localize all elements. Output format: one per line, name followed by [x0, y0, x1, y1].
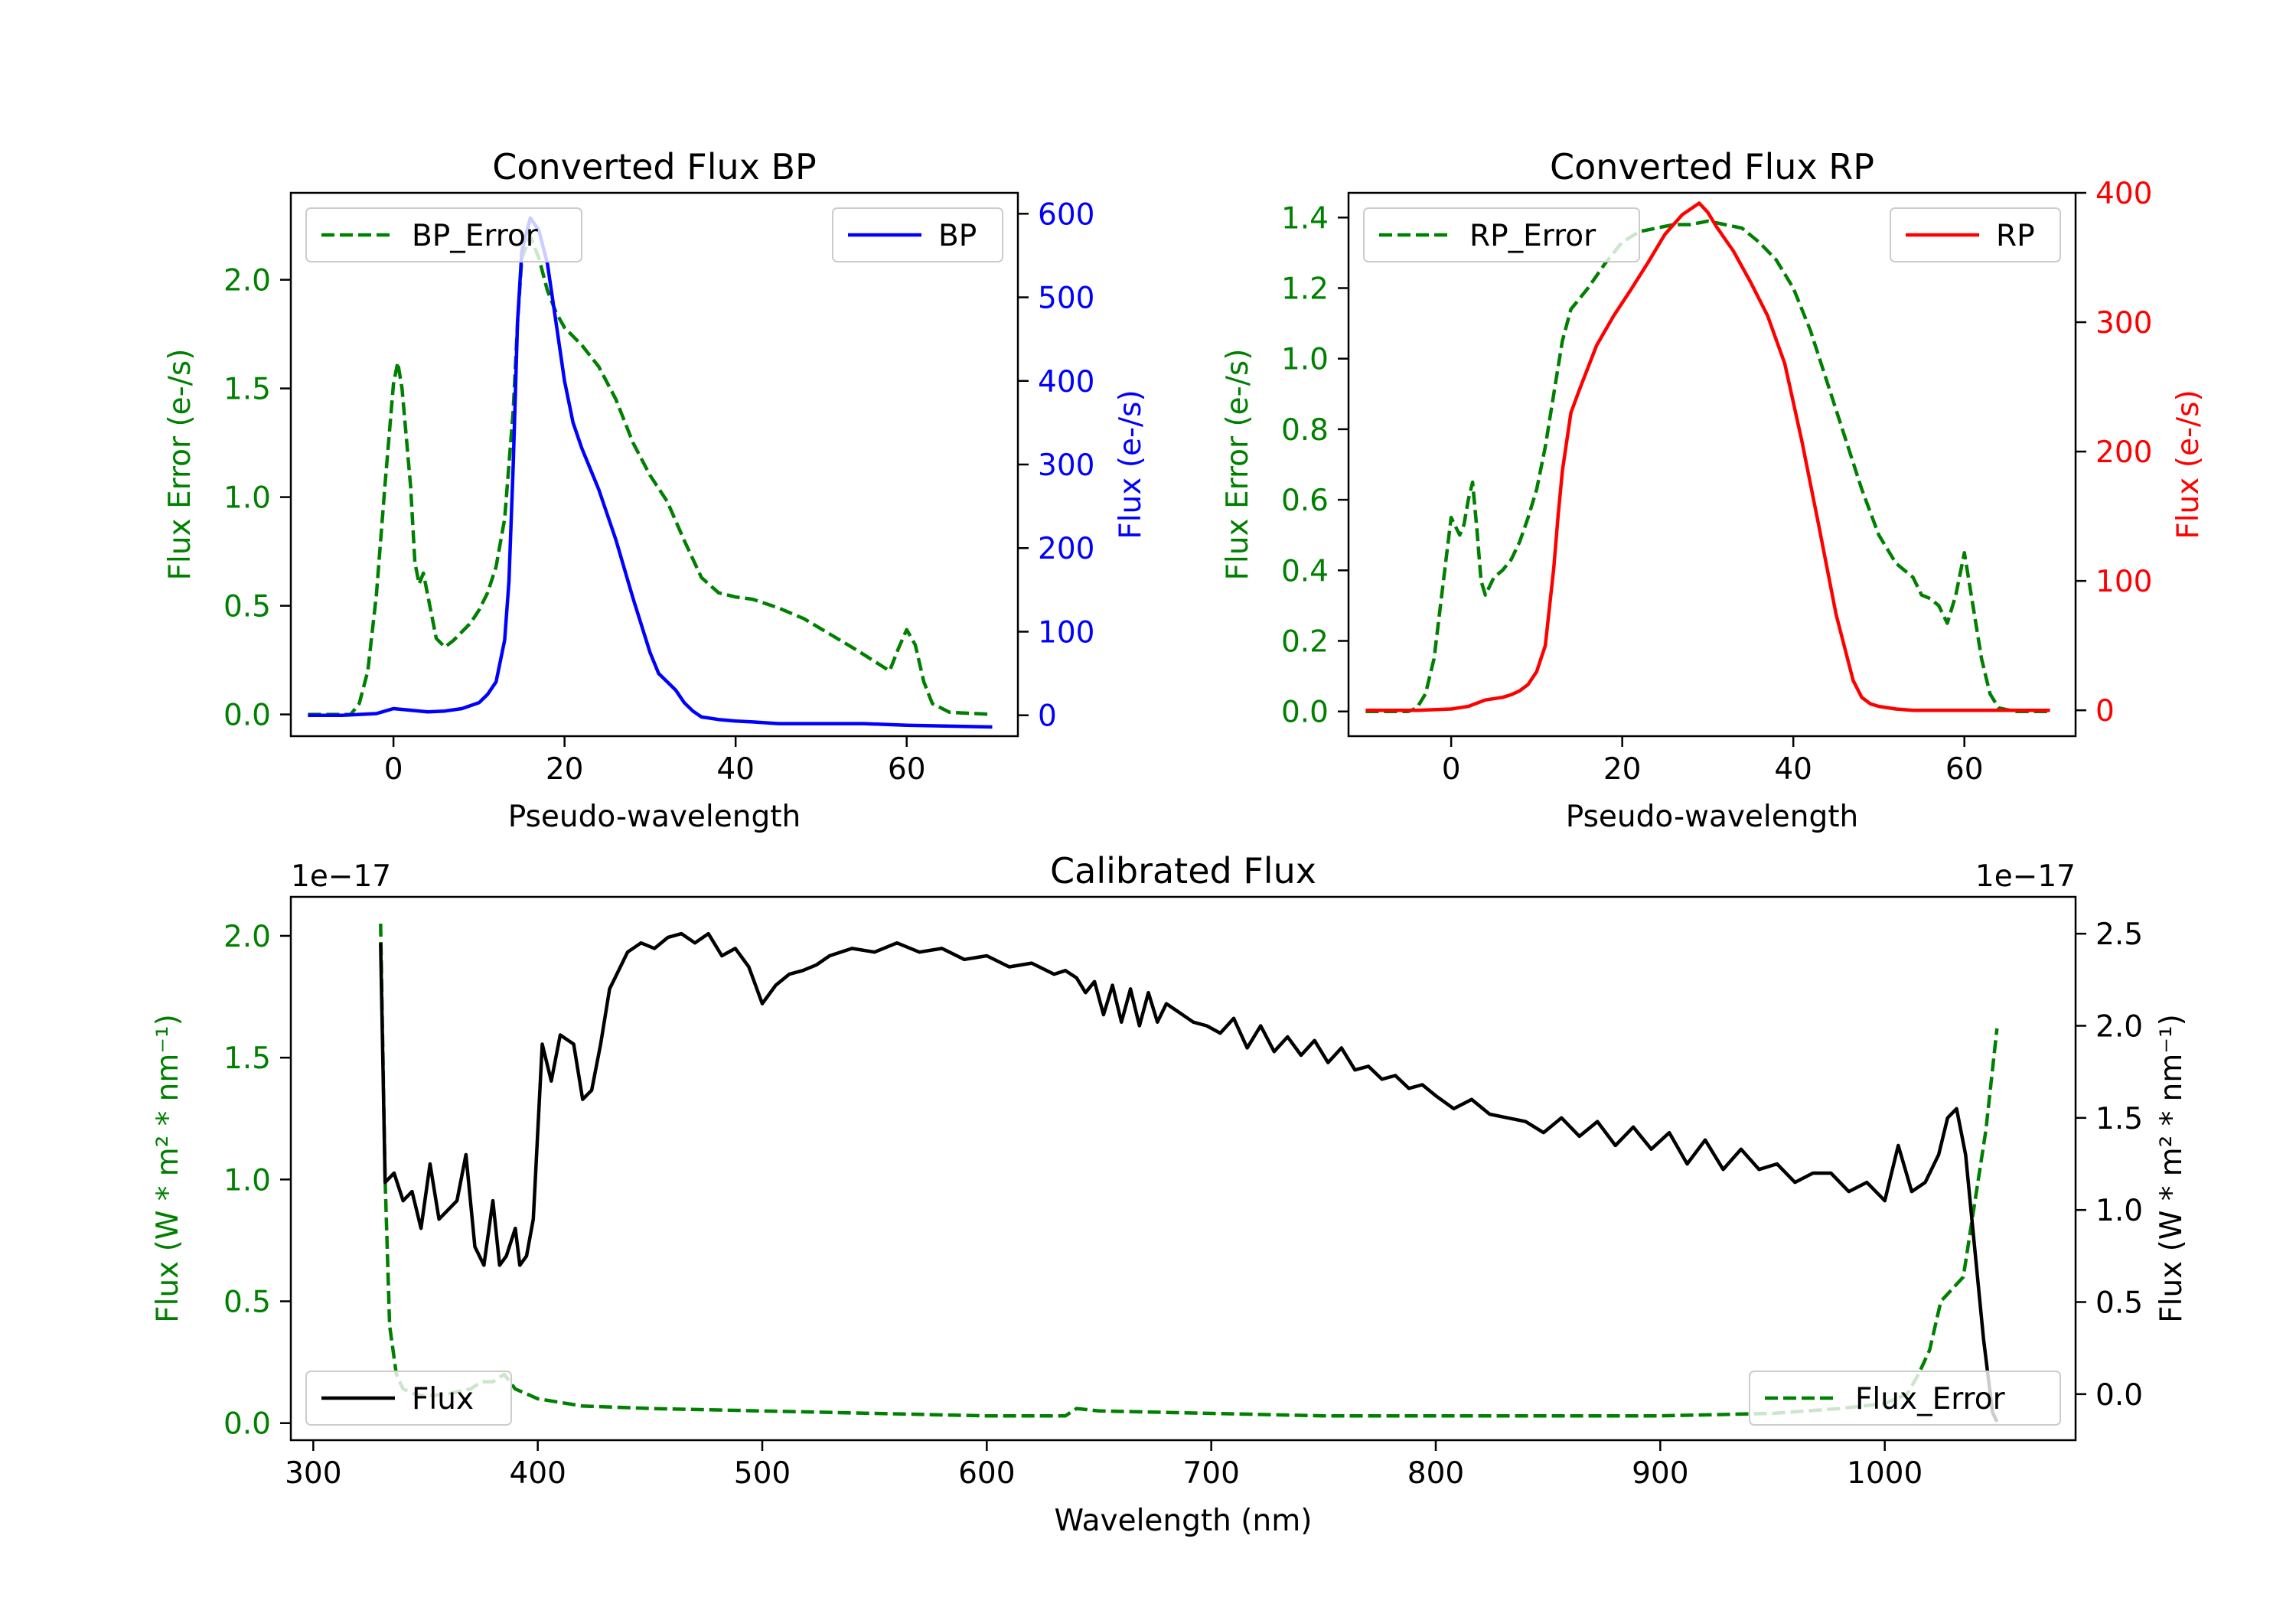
y-left-axis-label: Flux (W * m² * nm⁻¹)	[151, 1014, 185, 1323]
y-left-tick-label: 1.2	[1281, 272, 1329, 306]
legend-box	[305, 1371, 512, 1426]
y-left-tick-label: 0.0	[223, 1407, 271, 1442]
y-right-tick-label: 2.0	[2095, 1009, 2143, 1044]
y-left-tick-label: 0.4	[1281, 554, 1329, 588]
y-right-tick-label: 200	[1038, 532, 1094, 566]
legend-box	[1749, 1371, 2061, 1426]
x-tick-label: 700	[1182, 1456, 1239, 1491]
x-tick-label: 20	[546, 752, 584, 787]
y-right-tick-label: 400	[2095, 177, 2152, 211]
legend-rp: RP	[1890, 207, 2061, 262]
chart-title: Converted Flux BP	[492, 146, 817, 187]
series-line-flux	[379, 931, 1999, 1423]
x-tick-label: 500	[734, 1456, 791, 1491]
y-left-tick-label: 0.6	[1281, 484, 1329, 518]
chart-2: 0 20 40 60 0.0 0.2 0.4 0.6 0.8 1.0 1.2 1.4 0 100 200 30…	[1221, 146, 2206, 834]
x-tick-label: 20	[1603, 752, 1642, 787]
legend-label: BP	[938, 219, 977, 253]
x-axis-label: Pseudo-wavelength	[1566, 800, 1858, 834]
x-tick-label: 60	[888, 752, 926, 787]
y-right-tick-label: 0.5	[2095, 1286, 2143, 1320]
y-right-tick-label: 0	[2095, 694, 2115, 729]
x-tick-label: 40	[1774, 752, 1812, 787]
y-right-axis-label: Flux (e-/s)	[2171, 390, 2206, 539]
y-left-tick-label: 1.0	[223, 481, 271, 516]
x-tick-label: 60	[1945, 752, 1984, 787]
y-left-tick-label: 0.5	[223, 590, 271, 624]
x-tick-label: 0	[1442, 752, 1461, 787]
legend-bp: BP	[832, 207, 1003, 262]
plot-frame	[1347, 191, 2077, 738]
y-left-axis-label: Flux Error (e-/s)	[1221, 349, 1255, 581]
x-tick-label: 40	[716, 752, 755, 787]
y-right-tick-label: 2.5	[2095, 918, 2143, 952]
y-right-tick-label: 200	[2095, 435, 2152, 470]
legend-bp-error: BP_Error	[305, 207, 582, 262]
chart-title: Converted Flux RP	[1550, 146, 1874, 187]
y-left-tick-label: 0.8	[1281, 413, 1329, 448]
series-line-rp-error	[1365, 219, 2050, 713]
y-left-tick-label: 2.0	[223, 920, 271, 954]
chart-3: 300 400 500 600 700 800 900 1000 0.0 0.5 1.0 1.5 2.0…	[151, 850, 2189, 1538]
y-right-axis-label: Flux (W * m² * nm⁻¹)	[2154, 1014, 2189, 1323]
y-left-tick-label: 1.4	[1281, 201, 1329, 236]
legend-label: Flux_Error	[1855, 1382, 2006, 1416]
legend-flux-error: Flux_Error	[1749, 1371, 2061, 1426]
y-right-offset-label: 1e−17	[1975, 859, 2076, 894]
y-right-tick-label: 0	[1038, 699, 1057, 734]
plot-frame	[289, 895, 2077, 1442]
chart-title: Calibrated Flux	[1050, 850, 1316, 892]
y-left-tick-label: 1.0	[1281, 343, 1329, 377]
y-right-tick-label: 0.0	[2095, 1378, 2143, 1413]
legend-label: BP_Error	[412, 219, 539, 253]
x-axis-label: Pseudo-wavelength	[508, 800, 801, 834]
legend-label: RP_Error	[1469, 219, 1596, 253]
y-right-tick-label: 300	[1038, 448, 1094, 483]
y-left-tick-label: 0.5	[223, 1286, 271, 1320]
x-tick-label: 800	[1407, 1456, 1464, 1491]
x-tick-label: 400	[509, 1456, 566, 1491]
y-left-offset-label: 1e−17	[291, 859, 391, 894]
y-left-tick-label: 0.0	[1281, 696, 1329, 730]
y-left-tick-label: 2.0	[223, 264, 271, 298]
chart-1: 0 20 40 60 0.0 0.5 1.0 1.5 2.0 0 100 200 300 400 500 60…	[163, 146, 1148, 834]
legend-box	[1363, 207, 1640, 262]
series-line-bp	[308, 216, 993, 729]
y-left-tick-label: 0.2	[1281, 625, 1329, 660]
legend-label: Flux	[412, 1382, 474, 1416]
y-right-tick-label: 300	[2095, 306, 2152, 341]
y-right-tick-label: 100	[1038, 615, 1094, 650]
y-right-axis-label: Flux (e-/s)	[1114, 390, 1148, 539]
y-right-tick-label: 400	[1038, 365, 1094, 399]
series-line-rp	[1365, 201, 2050, 712]
x-tick-label: 1000	[1847, 1456, 1923, 1491]
legend-flux: Flux	[305, 1371, 512, 1426]
y-right-tick-label: 1.5	[2095, 1102, 2143, 1136]
legend-rp-error: RP_Error	[1363, 207, 1640, 262]
x-tick-label: 600	[958, 1456, 1015, 1491]
x-axis-label: Wavelength (nm)	[1055, 1504, 1313, 1538]
y-right-tick-label: 500	[1038, 282, 1094, 316]
legend-box	[305, 207, 582, 262]
y-left-tick-label: 0.0	[223, 699, 271, 733]
legend-label: RP	[1996, 219, 2035, 253]
y-right-tick-label: 100	[2095, 565, 2152, 599]
x-tick-label: 900	[1632, 1456, 1688, 1491]
y-right-tick-label: 1.0	[2095, 1194, 2143, 1228]
x-tick-label: 300	[285, 1456, 341, 1491]
x-tick-label: 0	[384, 752, 403, 787]
y-left-tick-label: 1.5	[223, 1041, 271, 1076]
y-left-axis-label: Flux Error (e-/s)	[163, 349, 197, 581]
y-left-tick-label: 1.0	[223, 1163, 271, 1198]
y-right-tick-label: 600	[1038, 197, 1094, 232]
y-left-tick-label: 1.5	[223, 373, 271, 407]
